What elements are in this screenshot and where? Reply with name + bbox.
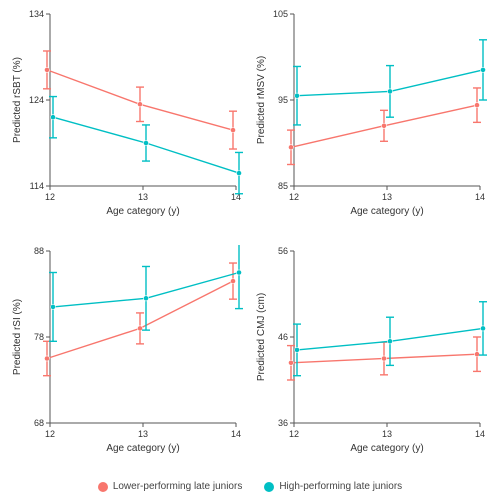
legend-lower-label: Lower-performing late juniors [113, 481, 243, 492]
svg-text:14: 14 [475, 192, 485, 202]
panel-svg: 36 46 56 12 13 14 Age category (y) Predicted CM… [252, 245, 488, 457]
panel-rmsv: 85 95 105 12 13 14 Age category (y) Predicted r… [252, 8, 492, 241]
svg-text:Predicted rMSV (%): Predicted rMSV (%) [256, 56, 267, 144]
svg-text:13: 13 [382, 429, 392, 439]
svg-text:Predicted rSBT (%): Predicted rSBT (%) [12, 57, 23, 143]
svg-text:85: 85 [278, 181, 288, 191]
legend-higher-label: High-performing late juniors [279, 481, 402, 492]
svg-text:46: 46 [278, 332, 288, 342]
svg-text:13: 13 [138, 192, 148, 202]
svg-text:12: 12 [289, 429, 299, 439]
svg-text:95: 95 [278, 95, 288, 105]
svg-text:36: 36 [278, 418, 288, 428]
svg-text:114: 114 [30, 181, 44, 191]
svg-text:14: 14 [475, 429, 485, 439]
chart-grid: 114 124 134 12 13 14 Age category (y) Predicted… [0, 0, 500, 500]
svg-text:Predicted rSI (%): Predicted rSI (%) [12, 298, 23, 374]
svg-text:Age category (y): Age category (y) [350, 206, 423, 217]
legend-lower: Lower-performing late juniors [98, 481, 243, 492]
panel-svg: 85 95 105 12 13 14 Age category (y) Predicted r… [252, 8, 488, 220]
svg-text:13: 13 [382, 192, 392, 202]
panel-cmj: 36 46 56 12 13 14 Age category (y) Predicted CM… [252, 245, 492, 478]
svg-text:12: 12 [45, 192, 55, 202]
legend-higher: High-performing late juniors [264, 481, 402, 492]
svg-text:13: 13 [138, 429, 148, 439]
svg-text:Age category (y): Age category (y) [106, 443, 179, 454]
legend: Lower-performing late juniors High-perfo… [8, 481, 492, 492]
legend-lower-marker [98, 482, 108, 492]
panel-rsbt: 114124134121314Age category (y)Predicted… [8, 8, 248, 241]
svg-text:12: 12 [45, 429, 55, 439]
panel-rsi: 68 78 88 12 13 14 Age category (y) Predicted rS… [8, 245, 248, 478]
svg-text:78: 78 [34, 332, 44, 342]
svg-text:56: 56 [278, 246, 288, 256]
svg-text:124: 124 [29, 95, 44, 105]
svg-text:105: 105 [273, 9, 288, 19]
svg-text:12: 12 [289, 192, 299, 202]
svg-text:88: 88 [34, 246, 44, 256]
panel-svg: 68 78 88 12 13 14 Age category (y) Predicted rS… [8, 245, 244, 457]
svg-text:Age category (y): Age category (y) [106, 206, 179, 217]
legend-higher-marker [264, 482, 274, 492]
svg-text:14: 14 [231, 429, 241, 439]
svg-text:134: 134 [29, 9, 44, 19]
svg-text:68: 68 [34, 418, 44, 428]
svg-text:Age category (y): Age category (y) [350, 443, 423, 454]
svg-text:Predicted CMJ (cm): Predicted CMJ (cm) [256, 292, 267, 380]
panel-svg: 114124134121314Age category (y)Predicted… [8, 8, 244, 220]
